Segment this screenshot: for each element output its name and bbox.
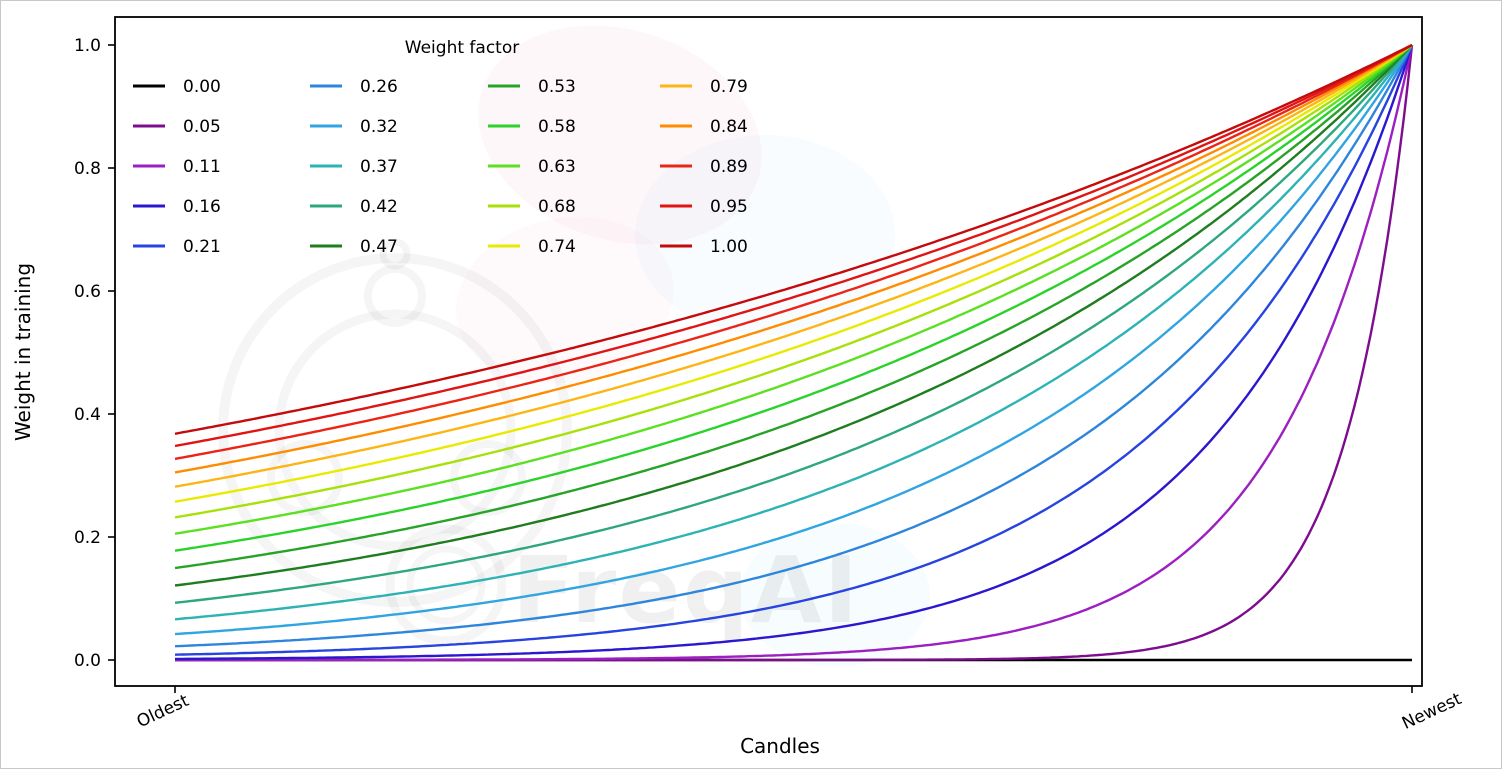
- curve-0.21: [174, 44, 1414, 656]
- curve-0.79: [174, 43, 1413, 488]
- watermark: FreqAI: [218, 238, 860, 646]
- curve-0.63: [174, 44, 1413, 535]
- y-tick-label: 0.8: [74, 159, 101, 179]
- legend-label-0.53: 0.53: [538, 77, 576, 97]
- watermark-logo-ring: [385, 524, 507, 646]
- curve-0.84: [174, 43, 1413, 474]
- curve-0.32: [174, 44, 1414, 636]
- y-tick-label: 0.4: [74, 405, 101, 425]
- curve-0.68: [174, 44, 1413, 519]
- legend-label-0.42: 0.42: [360, 197, 398, 217]
- curve-0.89: [174, 43, 1413, 461]
- curve-1.00: [174, 43, 1413, 435]
- y-tick-label: 0.0: [74, 651, 101, 671]
- legend-items: 0.00 0.05 0.11 0.16 0.21 0.26 0.32 0.37 0.42 0.47…: [133, 77, 748, 257]
- legend-label-1.00: 1.00: [710, 237, 748, 257]
- legend-label-0.84: 0.84: [710, 117, 748, 137]
- legend-label-0.00: 0.00: [183, 77, 221, 97]
- legend-label-0.79: 0.79: [710, 77, 748, 97]
- legend-label-0.05: 0.05: [183, 117, 221, 137]
- y-axis-ticks: 0.0 0.2 0.4 0.6 0.8 1.0: [74, 36, 115, 671]
- legend-label-0.16: 0.16: [183, 197, 221, 217]
- legend-label-0.63: 0.63: [538, 157, 576, 177]
- x-axis-label: Candles: [740, 734, 820, 758]
- curve-0.37: [174, 44, 1413, 621]
- curve-0.74: [174, 44, 1413, 503]
- y-tick-label: 1.0: [74, 36, 101, 56]
- legend-label-0.37: 0.37: [360, 157, 398, 177]
- curve-0.58: [174, 44, 1413, 552]
- curve-0.47: [174, 44, 1413, 587]
- legend-label-0.47: 0.47: [360, 237, 398, 257]
- watermark-logo-ring-inner: [406, 545, 486, 625]
- y-tick-label: 0.2: [74, 528, 101, 548]
- legend-label-0.21: 0.21: [183, 237, 221, 257]
- axes-box: [114, 16, 1423, 687]
- watermark-ring-knob: [379, 238, 411, 270]
- legend-label-0.58: 0.58: [538, 117, 576, 137]
- curve-0.16: [175, 44, 1414, 661]
- curve-series: [174, 43, 1414, 662]
- x-axis-ticks: Oldest Newest: [134, 686, 1465, 734]
- legend-label-0.68: 0.68: [538, 197, 576, 217]
- watermark-text: FreqAI: [512, 537, 860, 644]
- legend-label-0.74: 0.74: [538, 237, 576, 257]
- watermark-ring-outer: [218, 253, 572, 607]
- legend-label-0.32: 0.32: [360, 117, 398, 137]
- x-tick-label-newest: Newest: [1399, 689, 1465, 734]
- curve-0.95: [174, 43, 1413, 448]
- legend-label-0.95: 0.95: [710, 197, 748, 217]
- legend: Weight factor 0.000.050.110.160.210.260.…: [133, 38, 748, 257]
- y-tick-label: 0.6: [74, 282, 101, 302]
- y-axis-label: Weight in training: [11, 263, 35, 441]
- watermark-ring-top: [364, 265, 426, 327]
- legend-label-0.11: 0.11: [183, 157, 221, 177]
- x-tick-label-oldest: Oldest: [134, 691, 192, 732]
- curve-0.42: [174, 44, 1413, 604]
- legend-title: Weight factor: [405, 38, 519, 58]
- curve-0.53: [174, 44, 1413, 570]
- legend-label-0.26: 0.26: [360, 77, 398, 97]
- curve-0.11: [175, 44, 1414, 662]
- curve-0.26: [174, 44, 1414, 648]
- legend-label-0.89: 0.89: [710, 157, 748, 177]
